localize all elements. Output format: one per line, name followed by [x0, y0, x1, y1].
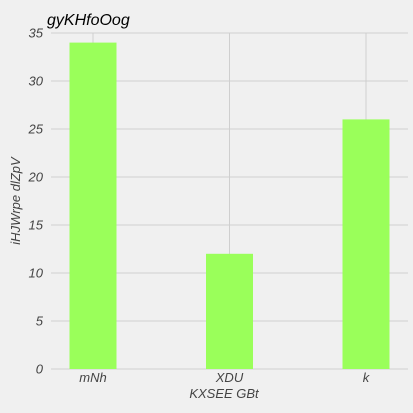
bars [69, 42, 390, 370]
bar-k [342, 119, 390, 370]
bar-XDU [206, 253, 253, 369]
y-tick-labels: 0 5 10 15 20 25 30 35 [28, 26, 44, 377]
y-tick-label: 5 [36, 314, 44, 329]
y-axis-label: iHJWrpe dlZpV [8, 156, 23, 245]
chart-title: gyKHfoOog [47, 12, 130, 29]
y-tick-label: 35 [29, 26, 44, 41]
y-tick-label: 20 [28, 170, 44, 185]
x-tick-label: XDU [215, 370, 244, 385]
y-tick-label: 15 [29, 218, 44, 233]
x-tick-label: mNh [79, 370, 106, 385]
y-tick-label: 25 [28, 122, 44, 137]
y-tick-label: 30 [29, 74, 44, 89]
bar-mNh [69, 42, 117, 369]
y-tick-label: 0 [36, 362, 44, 377]
x-tick-label: k [363, 370, 371, 385]
x-axis-label: KXSEE GBt [189, 386, 260, 401]
x-tick-labels: mNh XDU k [79, 370, 370, 385]
y-tick-label: 10 [29, 266, 44, 281]
